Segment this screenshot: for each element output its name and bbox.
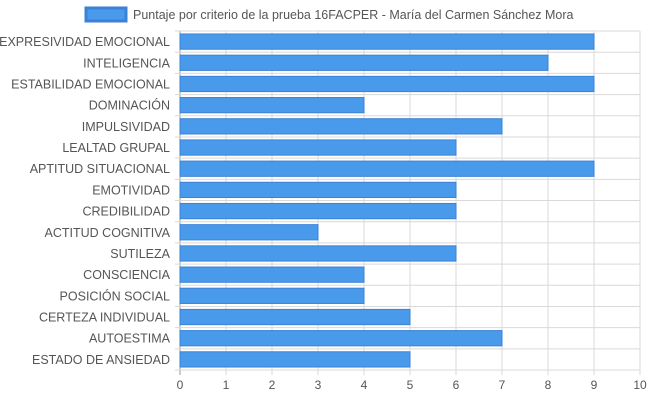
bar[interactable]	[179, 139, 457, 156]
x-tick-label: 8	[545, 378, 552, 392]
bar[interactable]	[179, 287, 365, 304]
x-tick-label: 7	[499, 378, 506, 392]
bar[interactable]	[179, 75, 595, 93]
x-tick-label: 10	[633, 378, 647, 392]
y-tick-label: IMPULSIVIDAD	[82, 120, 170, 134]
y-tick-label: ACTITUD COGNITIVA	[45, 226, 171, 240]
x-tick-label: 0	[177, 378, 184, 392]
legend-swatch[interactable]	[84, 6, 128, 23]
axes: 0 1 2 3 4 5 6 7 8 9 10 EXPRESIVIDAD EMOCIONAL INTELI…	[0, 35, 647, 392]
x-tick-label: 2	[269, 378, 276, 392]
y-tick-label: LEALTAD GRUPAL	[62, 141, 170, 155]
x-tick-label: 1	[223, 378, 230, 392]
y-tick-label: EXPRESIVIDAD EMOCIONAL	[0, 35, 170, 49]
bar[interactable]	[179, 330, 503, 347]
y-tick-label: APTITUD SITUACIONAL	[30, 162, 170, 176]
x-tick-label: 9	[591, 378, 598, 392]
bar[interactable]	[179, 202, 457, 220]
legend-label[interactable]: Puntaje por criterio de la prueba 16FACP…	[133, 8, 574, 22]
y-tick-label: CERTEZA INDIVIDUAL	[39, 311, 170, 325]
bar[interactable]	[179, 224, 319, 241]
y-tick-label: EMOTIVIDAD	[92, 183, 170, 197]
bar[interactable]	[179, 245, 457, 262]
bar[interactable]	[179, 160, 595, 177]
legend[interactable]: Puntaje por criterio de la prueba 16FACP…	[84, 6, 574, 23]
y-tick-label: CONSCIENCIA	[83, 268, 170, 282]
bar[interactable]	[179, 308, 411, 326]
y-tick-label: INTELIGENCIA	[83, 56, 170, 70]
bar[interactable]	[179, 181, 457, 199]
y-tick-label: DOMINACIÓN	[89, 98, 170, 113]
y-tick-label: POSICIÓN SOCIAL	[60, 288, 170, 303]
bar[interactable]	[179, 97, 365, 114]
y-tick-label: CREDIBILIDAD	[82, 205, 170, 219]
x-tick-label: 6	[453, 378, 460, 392]
bar[interactable]	[179, 118, 503, 135]
y-tick-label: AUTOESTIMA	[89, 332, 171, 346]
y-tick-label: SUTILEZA	[110, 247, 170, 261]
x-tick-label: 3	[315, 378, 322, 392]
bar[interactable]	[179, 33, 595, 50]
x-tick-label: 5	[407, 378, 414, 392]
bar[interactable]	[179, 351, 411, 368]
y-tick-label: ESTABILIDAD EMOCIONAL	[11, 77, 170, 91]
bar[interactable]	[179, 54, 549, 71]
bar[interactable]	[179, 266, 365, 283]
x-tick-label: 4	[361, 378, 368, 392]
y-tick-label: ESTADO DE ANSIEDAD	[32, 353, 170, 367]
bars	[179, 33, 595, 368]
